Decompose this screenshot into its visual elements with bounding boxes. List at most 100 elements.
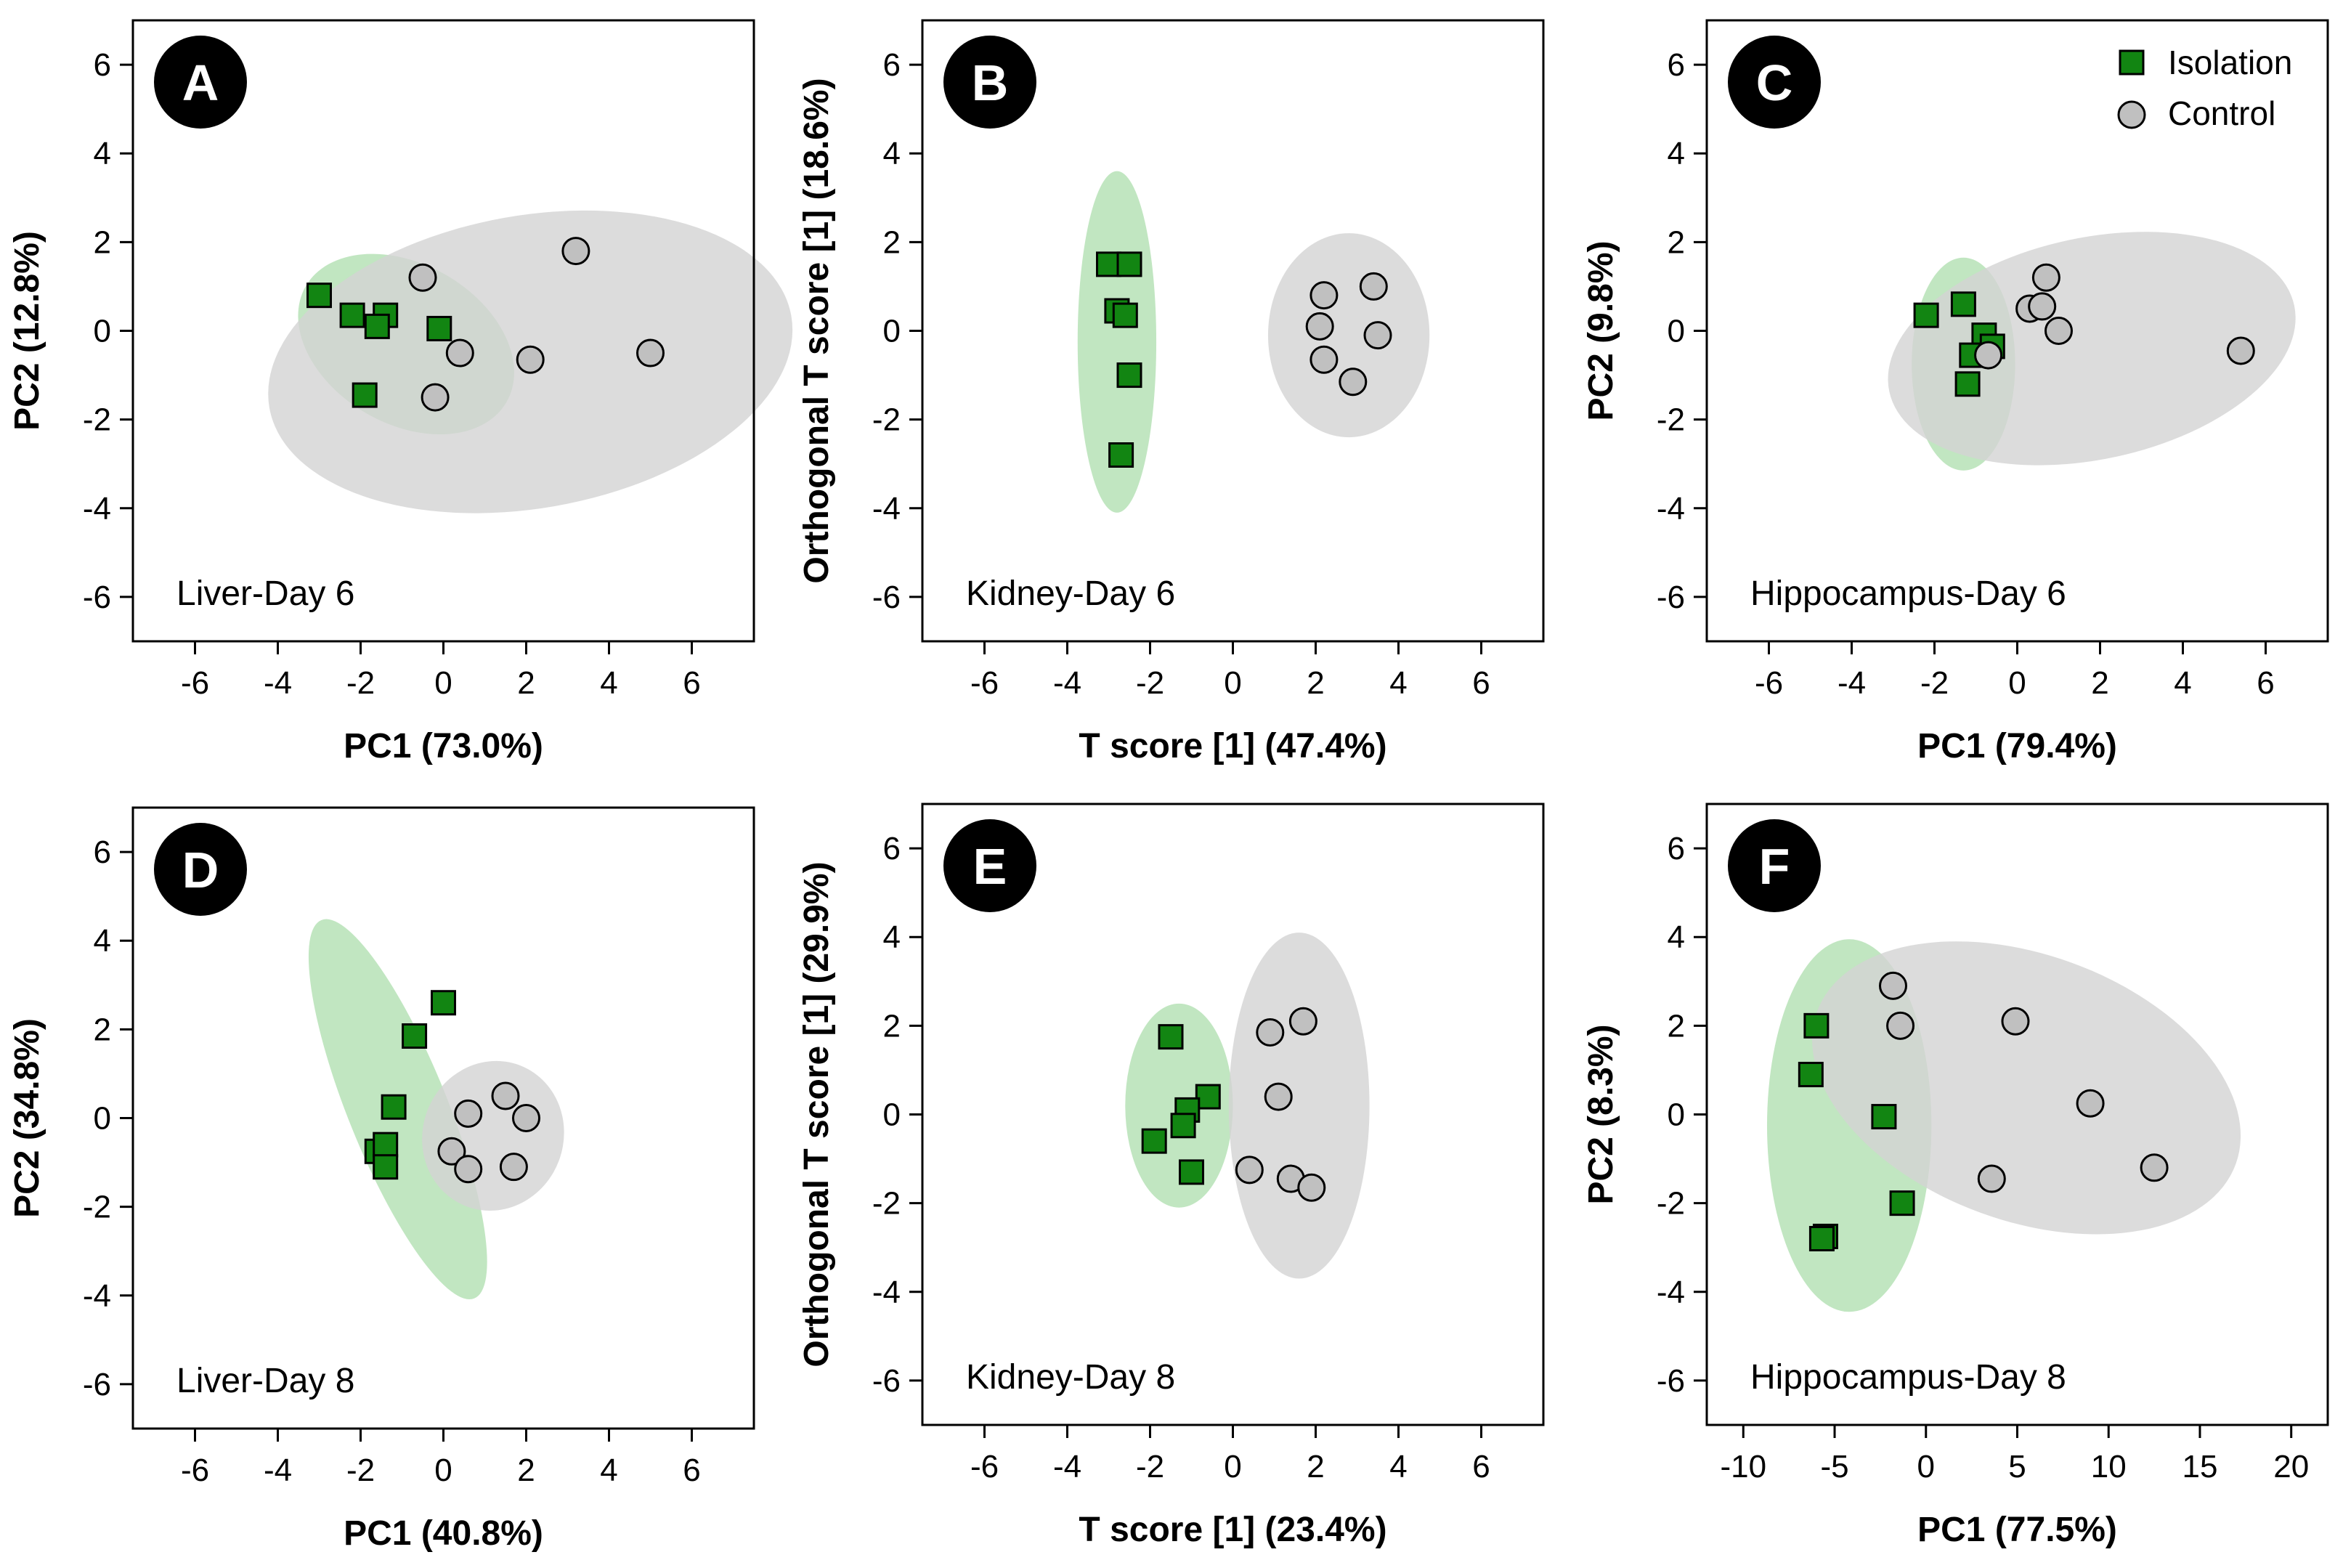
isolation-point — [1798, 1062, 1824, 1088]
isolation-point — [1112, 302, 1138, 328]
x-tick-label: 6 — [683, 1453, 700, 1488]
x-tick-label: -2 — [346, 665, 375, 701]
x-tick-label: 0 — [1224, 1449, 1241, 1484]
panel-note: Liver-Day 8 — [176, 1362, 354, 1400]
y-axis-label: Orthogonal T score [1] (18.6%) — [797, 78, 836, 583]
isolation-point — [1179, 1159, 1204, 1185]
control-point — [1305, 312, 1334, 341]
x-tick-label: 0 — [1917, 1449, 1935, 1484]
x-axis-label: PC1 (40.8%) — [344, 1514, 543, 1553]
legend-isolation-label: Isolation — [2168, 44, 2292, 81]
panel-badge-letter: B — [972, 54, 1009, 111]
isolation-point — [373, 1154, 399, 1180]
y-tick-label: -6 — [1657, 580, 1685, 615]
panel-badge-letter: A — [182, 54, 219, 111]
y-tick-label: 0 — [94, 1101, 111, 1137]
x-tick-label: -6 — [970, 1449, 999, 1484]
y-axis-label: PC2 (12.8%) — [8, 231, 46, 431]
x-tick-label: 2 — [517, 1453, 535, 1488]
control-point — [1879, 971, 1907, 1000]
chart-panels: -6 -4 -2 0 2 4 6 -6 -4 -2 0 2 4 6 PC1 (73.0%) PC2 (12.8… — [8, 19, 2329, 1553]
y-tick-label: 2 — [883, 1008, 901, 1044]
panel-badge — [154, 823, 247, 916]
control-point — [2226, 336, 2255, 365]
panel-c: -6 -4 -2 0 2 4 6 -6 -4 -2 0 2 4 6 PC1 (79.4%) PC2 (9.8%… — [1582, 19, 2329, 765]
isolation-point — [1170, 1113, 1196, 1139]
y-tick-label: 4 — [1668, 136, 1685, 171]
panel-e: -6 -4 -2 0 2 4 6 -6 -4 -2 0 2 4 6 T score [1] (23.4%) O… — [797, 803, 1545, 1549]
isolation-point — [1954, 371, 1981, 397]
isolation-point — [1889, 1190, 1915, 1216]
y-tick-label: 6 — [1668, 47, 1685, 83]
y-tick-label: 0 — [1668, 314, 1685, 349]
control-point — [1339, 367, 1368, 397]
confidence-ellipse-control — [1267, 233, 1430, 438]
y-tick-label: -2 — [83, 402, 111, 438]
control-point — [1288, 1007, 1317, 1036]
confidence-ellipse-control — [1888, 232, 2296, 466]
y-tick-label: 6 — [1668, 831, 1685, 866]
x-tick-label: -6 — [181, 665, 209, 701]
control-point — [421, 383, 450, 412]
y-tick-label: -2 — [1657, 402, 1685, 438]
control-point — [491, 1081, 520, 1110]
y-tick-label: -4 — [872, 491, 901, 527]
y-tick-label: -2 — [83, 1190, 111, 1225]
isolation-point — [426, 315, 452, 341]
x-tick-label: 5 — [2008, 1449, 2026, 1484]
x-axis-label: PC1 (79.4%) — [1917, 727, 2117, 765]
legend-control-label: Control — [2168, 94, 2275, 132]
panel-badge-letter: D — [182, 842, 219, 898]
y-axis-label: PC2 (9.8%) — [1582, 240, 1620, 421]
y-axis-label: Orthogonal T score [1] (29.9%) — [797, 861, 836, 1367]
y-tick-label: -6 — [872, 1363, 901, 1399]
isolation-point — [402, 1023, 428, 1049]
x-tick-label: 6 — [2257, 665, 2274, 701]
panel-badge-letter: F — [1759, 838, 1790, 895]
panel-note: Hippocampus-Day 8 — [1750, 1358, 2066, 1397]
y-tick-label: -4 — [83, 491, 111, 527]
x-tick-label: 4 — [600, 1453, 617, 1488]
x-tick-label: 20 — [2273, 1449, 2309, 1484]
control-point — [636, 338, 665, 367]
panel-f: -10 -5 0 5 10 15 20 -6 -4 -2 0 2 4 6 PC1 (77.5%) PC2 (8… — [1582, 803, 2329, 1549]
y-axis-label: PC2 (8.3%) — [1582, 1024, 1620, 1204]
x-tick-label: 4 — [1389, 665, 1407, 701]
panel-badge — [943, 819, 1036, 912]
panel-d: -6 -4 -2 0 2 4 6 -6 -4 -2 0 2 4 6 PC1 (40.8%) PC2 (34.8… — [8, 806, 755, 1553]
control-point — [454, 1155, 483, 1184]
isolation-point — [339, 302, 365, 328]
control-point — [454, 1099, 483, 1128]
control-point — [1264, 1082, 1293, 1111]
y-tick-label: -4 — [1657, 1275, 1685, 1310]
x-tick-label: -10 — [1720, 1449, 1766, 1484]
y-tick-label: 6 — [883, 831, 901, 866]
y-tick-label: 2 — [883, 224, 901, 260]
y-tick-label: -4 — [1657, 491, 1685, 527]
isolation-point — [1871, 1104, 1897, 1130]
x-tick-label: -2 — [1136, 665, 1164, 701]
x-tick-label: 10 — [2091, 1449, 2127, 1484]
isolation-point — [1808, 1226, 1835, 1251]
control-point — [1256, 1018, 1285, 1047]
legend-control-swatch — [2117, 100, 2146, 129]
x-tick-label: -2 — [1920, 665, 1949, 701]
y-tick-label: 2 — [94, 224, 111, 260]
x-axis-label: T score [1] (23.4%) — [1079, 1511, 1386, 1549]
y-tick-label: -6 — [83, 580, 111, 615]
isolation-point — [1158, 1024, 1184, 1050]
isolation-point — [381, 1094, 407, 1120]
control-point — [1359, 272, 1388, 301]
y-tick-label: 4 — [1668, 919, 1685, 955]
control-point — [1309, 281, 1339, 310]
y-tick-label: 4 — [883, 136, 901, 171]
isolation-point — [1116, 251, 1142, 277]
control-point — [1309, 345, 1339, 374]
panel-note: Kidney-Day 8 — [966, 1358, 1175, 1397]
panel-badge — [1728, 36, 1821, 129]
y-tick-label: -2 — [1657, 1186, 1685, 1222]
x-tick-label: 4 — [2174, 665, 2191, 701]
x-tick-label: 6 — [1472, 665, 1490, 701]
panel-note: Liver-Day 6 — [176, 574, 354, 613]
